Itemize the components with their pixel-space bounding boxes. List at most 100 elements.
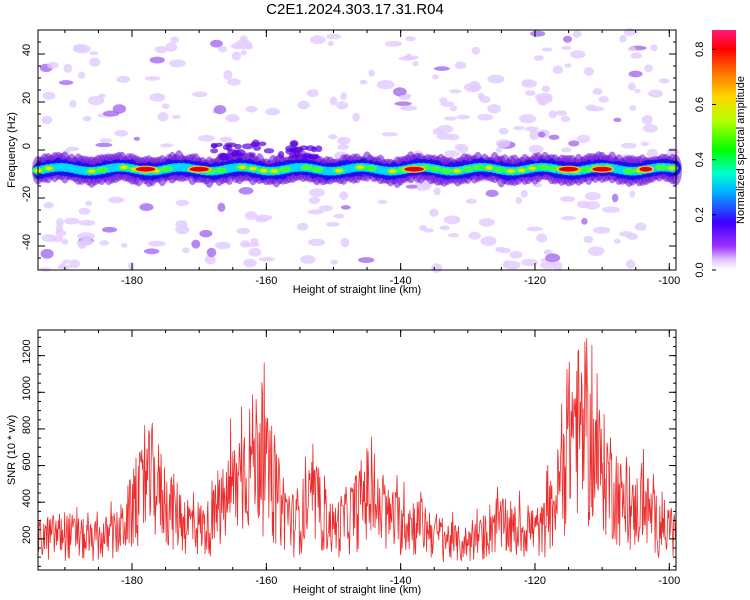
spectrogram-speckle	[533, 55, 544, 61]
spectrogram-speckle	[432, 74, 439, 80]
spectrogram-speckle	[444, 150, 460, 158]
spectrogram-speckle	[307, 209, 325, 215]
spectrogram-speckle	[478, 217, 495, 227]
spectrogram-speckle	[627, 82, 636, 91]
spectrogram-speckle	[133, 136, 141, 141]
spectrogram-speckle	[439, 225, 450, 231]
spectrogram-speckle	[63, 217, 80, 225]
spectrogram-speckle	[78, 207, 91, 215]
spectrogram-speckle	[63, 63, 73, 73]
spectrogram-speckle	[458, 143, 469, 154]
spectrogram-speckle	[330, 259, 338, 265]
ridge-yellow	[389, 169, 397, 173]
spectrogram-speckle	[405, 35, 416, 42]
spectrogram-speckle	[89, 51, 99, 56]
spectrogram-speckle	[634, 222, 647, 231]
spectrogram-speckle	[41, 115, 53, 125]
colorbar-ticks: 0.0 0.2 0.4 0.6 0.8	[694, 42, 716, 278]
ridge-green	[96, 166, 109, 173]
spectrogram-speckle	[297, 100, 310, 110]
spectrogram-cell	[210, 143, 218, 149]
x-tick-label: -180	[121, 275, 143, 287]
spectrogram-speckle	[513, 125, 525, 131]
y-tick-label: -20	[21, 186, 33, 202]
spectrogram-speckle	[139, 203, 154, 212]
spectrogram-speckle	[456, 114, 470, 120]
spectrogram-cell	[299, 145, 309, 151]
spectrogram-speckle	[619, 35, 627, 43]
spectrogram-speckle	[437, 124, 454, 134]
spectrogram-speckle	[572, 30, 582, 38]
spectrogram-speckle	[405, 184, 418, 189]
ridge-peak	[592, 166, 612, 172]
spectrogram-speckle	[618, 231, 634, 237]
ridge-green	[429, 165, 442, 172]
spectrogram-speckle	[42, 91, 56, 100]
spectrogram-speckle	[149, 93, 166, 102]
spectrogram-speckle	[392, 87, 407, 97]
colorbar-ramp	[712, 30, 736, 270]
spectrogram-speckle	[581, 217, 588, 225]
spectrogram-speckle	[394, 101, 412, 106]
spectrogram-speckle	[537, 131, 546, 138]
spectrogram-speckle	[357, 257, 375, 263]
ridge-green	[494, 166, 507, 173]
spectrogram-speckle	[640, 141, 650, 147]
spectrogram-panel: -180 -160 -140 -120 -100 -40 -20 0 20 40 Height …	[6, 28, 682, 296]
spectrogram-speckle	[308, 196, 320, 205]
x-tick-label: -100	[658, 575, 680, 587]
spectrogram-speckle	[414, 180, 432, 191]
spectrogram-speckle	[191, 91, 208, 98]
spectrogram-speckle	[376, 80, 395, 90]
spectrogram-speckle	[496, 139, 511, 148]
spectrogram-speckle	[69, 99, 77, 108]
spectrogram-speckle	[598, 95, 609, 103]
spectrogram-speckle	[128, 262, 135, 271]
ridge-peak	[189, 166, 209, 172]
y-tick-label: -40	[21, 234, 33, 250]
spectrogram-speckle	[431, 263, 443, 273]
spectrogram-speckle	[41, 234, 57, 242]
spectrogram-speckle	[658, 78, 670, 84]
ridge-yellow	[45, 166, 53, 171]
spectrogram-speckle	[239, 35, 248, 44]
ridge-peak	[558, 166, 579, 172]
spectrogram-speckle	[381, 132, 399, 137]
x-tick-label: -100	[658, 275, 680, 287]
spectrogram-speckle	[548, 134, 560, 140]
spectrogram-speckle	[509, 250, 523, 259]
ridge-yellow	[249, 167, 257, 171]
spectrogram-speckle	[143, 248, 160, 255]
ridge-green	[214, 167, 227, 174]
spectrogram-speckle	[524, 126, 539, 132]
spectrogram-speckle	[520, 258, 539, 267]
spectrogram-speckle	[236, 227, 251, 235]
ridge-yellow	[238, 165, 246, 169]
spectrogram-speckle	[487, 74, 505, 84]
colorbar-tick-label: 0.0	[694, 262, 706, 277]
spectrogram-speckle	[568, 140, 580, 147]
spectrogram-cell	[290, 141, 298, 147]
spectrogram-speckle	[495, 147, 503, 154]
spectrogram-speckle	[231, 51, 241, 61]
spectrogram-speckle	[327, 134, 338, 140]
spectrogram-speckle	[340, 237, 350, 248]
x-tick-label: -120	[524, 575, 546, 587]
spectrogram-speckle	[629, 105, 637, 111]
spectrogram-speckle	[227, 78, 241, 86]
spectrogram-speckle	[611, 193, 619, 203]
spectrogram-speckle	[471, 46, 481, 55]
y-tick-label: 800	[21, 416, 33, 434]
spectrogram-speckle	[68, 259, 80, 269]
ridge-yellow	[507, 169, 515, 173]
spectrogram-speckle	[306, 89, 319, 98]
spectrogram-speckle	[55, 229, 67, 237]
spectrogram-speckle	[443, 215, 461, 225]
spectrogram-speckle	[613, 117, 622, 123]
snr-frame	[37, 329, 677, 571]
ridge-peak	[639, 166, 653, 172]
spectrogram-speckle	[65, 146, 80, 152]
spectrogram-speckle	[584, 192, 601, 201]
spectrogram-speckle	[560, 115, 571, 123]
